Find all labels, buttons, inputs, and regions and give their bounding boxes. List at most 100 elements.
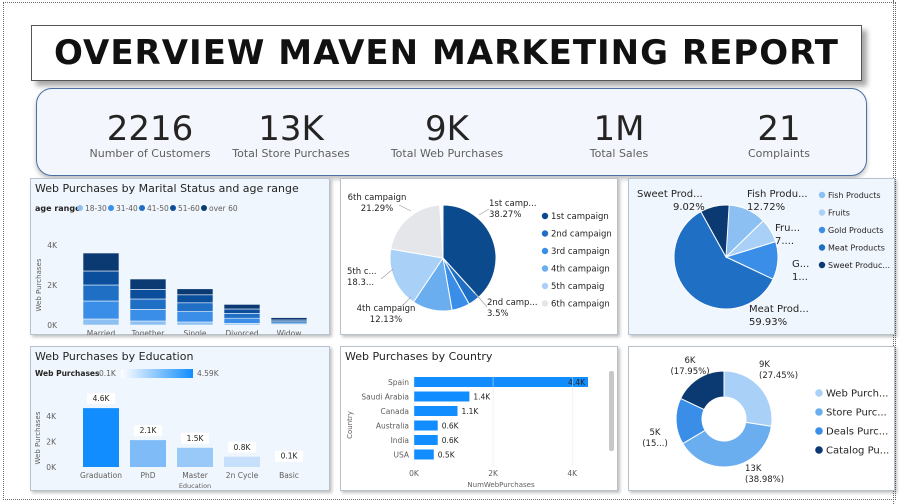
leader-line <box>478 208 490 216</box>
campaign-pie-chart: 1st camp...38.27% 2nd camp...3.5% 4th camp… <box>347 193 612 325</box>
legend-item: Meat Products <box>828 244 885 253</box>
legend-item: 4th campaign <box>551 265 610 275</box>
legend-marker <box>818 261 826 269</box>
kpi-label: Number of Customers <box>89 147 211 160</box>
country-chart-card[interactable]: Web Purchases by Country Spain 4.4K Saudi … <box>340 346 618 491</box>
legend-marker <box>818 191 826 199</box>
channel-donut-card[interactable]: 9K (27.45%) 13K (38.98%) 5K (15...) 6K (17.95%)… <box>628 346 895 491</box>
pie-value: 12.72% <box>747 202 785 213</box>
data-label-bg <box>181 432 209 444</box>
kpi-web-purchases[interactable]: 9K Total Web Purchases <box>362 89 532 160</box>
gradient-max-label: 4.59K <box>197 369 220 378</box>
data-label: 4.4K <box>568 378 586 387</box>
data-label: 0.5K <box>438 451 456 460</box>
pie-label: 2nd camp... <box>487 298 538 308</box>
gradient-min-label: 0.1K <box>99 369 117 378</box>
legend-item: Web Purch... <box>826 389 888 400</box>
country-bar <box>414 449 434 460</box>
x-tick-label: 2n Cycle <box>226 471 259 480</box>
legend-item: 51-60 <box>178 204 200 213</box>
bar-segment <box>223 313 261 319</box>
pie-value: 7.... <box>775 236 794 247</box>
data-label: 0.8K <box>234 443 252 452</box>
y-axis-label: Web Purchases <box>34 411 42 464</box>
y-tick-label: 2K <box>46 437 57 446</box>
data-label-bg <box>275 450 303 462</box>
bar-segment <box>176 294 214 304</box>
campaign-pie-card[interactable]: 1st camp... 38.27% 2nd camp... 3.5% 4th camp… <box>340 178 618 335</box>
bar-segment <box>176 321 214 326</box>
kpi-value: 13K <box>258 109 324 149</box>
legend-item: Gold Products <box>828 226 883 235</box>
data-label: 1.4K <box>473 393 491 402</box>
data-label: 0.6K <box>442 422 460 431</box>
marital-chart-card[interactable]: Web Purchases by Marital Status and age … <box>30 178 330 335</box>
data-label: 1.5K <box>187 434 205 443</box>
legend-marker <box>541 212 549 220</box>
legend-marker <box>818 209 826 216</box>
legend-marker <box>818 226 826 234</box>
kpi-value: 1M <box>593 109 645 149</box>
donut-label: 6K <box>685 356 696 366</box>
pie-label: Fish Produ... <box>747 189 808 200</box>
pie-label: Fru... <box>775 223 800 234</box>
legend-title: age range <box>35 204 81 213</box>
bar-segment <box>270 317 308 321</box>
country-bar <box>414 435 438 445</box>
donut-slice <box>723 370 773 427</box>
products-pie-card[interactable]: Fish Produ... 12.72% Fru... 7.... G... 1... Me… <box>628 178 895 335</box>
y-tick-label: 4K <box>46 412 57 421</box>
kpi-label: Complaints <box>748 147 810 160</box>
legend-item: 2nd campaign <box>551 230 612 240</box>
data-label-bg <box>228 441 256 453</box>
legend-marker <box>108 205 114 211</box>
data-label-bg <box>87 393 115 405</box>
legend-item: over 60 <box>209 204 238 213</box>
kpi-total-sales[interactable]: 1M Total Sales <box>534 89 704 160</box>
country-bar <box>414 420 438 431</box>
x-tick-label: Widow <box>277 329 302 335</box>
x-tick-label: 0K <box>409 469 420 478</box>
products-pie-chart: Fish Produ... 12.72% Fru... 7.... G... 1... Me… <box>637 189 890 328</box>
education-chart-card[interactable]: Web Purchases by Education Web Purchases… <box>30 346 330 491</box>
legend-item: Deals Purc... <box>826 427 888 438</box>
x-tick-label: 4K <box>567 469 578 478</box>
legend-marker <box>815 427 823 435</box>
x-tick-label: Single <box>183 329 206 335</box>
kpi-customers[interactable]: 2216 Number of Customers <box>65 89 235 160</box>
country-bar-chart: Spain 4.4K Saudi Arabia 1.4K Canada 1.1K Austr… <box>346 371 614 489</box>
bar-segment <box>82 270 120 286</box>
data-label: 0.6K <box>442 436 460 445</box>
bar-segment <box>176 311 214 323</box>
y-tick-label: Saudi Arabia <box>361 393 409 402</box>
bar-segment <box>176 288 214 296</box>
bar-segment <box>129 289 167 300</box>
kpi-store-purchases[interactable]: 13K Total Store Purchases <box>206 89 376 160</box>
donut-percent: (27.45%) <box>759 371 798 381</box>
kpi-complaints[interactable]: 21 Complaints <box>694 89 864 160</box>
legend-marker <box>815 389 823 397</box>
y-tick-label: Canada <box>380 407 409 416</box>
pie-value: 1... <box>792 272 808 283</box>
legend-item: 41-50 <box>147 204 169 213</box>
y-tick-label: USA <box>393 451 409 460</box>
pie-label: 6th campaign <box>348 193 407 203</box>
pie-value: 38.27% <box>489 210 521 220</box>
x-tick-label: Master <box>182 471 209 480</box>
report-title: OVERVIEW MAVEN MARKETING REPORT <box>54 33 839 73</box>
pie-slice <box>442 204 497 298</box>
education-bar <box>224 456 260 467</box>
legend-item: Catalog Pu... <box>826 446 889 457</box>
legend-marker <box>541 300 549 307</box>
pie-value: 21.29% <box>361 204 393 214</box>
bar-segment <box>129 278 167 290</box>
legend-item: 3rd campaign <box>551 247 610 257</box>
scrollbar-thumb[interactable] <box>609 371 614 451</box>
kpi-label: Total Sales <box>589 147 649 160</box>
donut-label: 9K <box>759 360 770 370</box>
bar-segment <box>176 302 214 312</box>
y-tick-label: Australia <box>376 422 409 431</box>
legend-item: Fish Products <box>828 191 881 200</box>
data-label: 0.1K <box>281 452 299 461</box>
leader-line <box>398 204 412 212</box>
